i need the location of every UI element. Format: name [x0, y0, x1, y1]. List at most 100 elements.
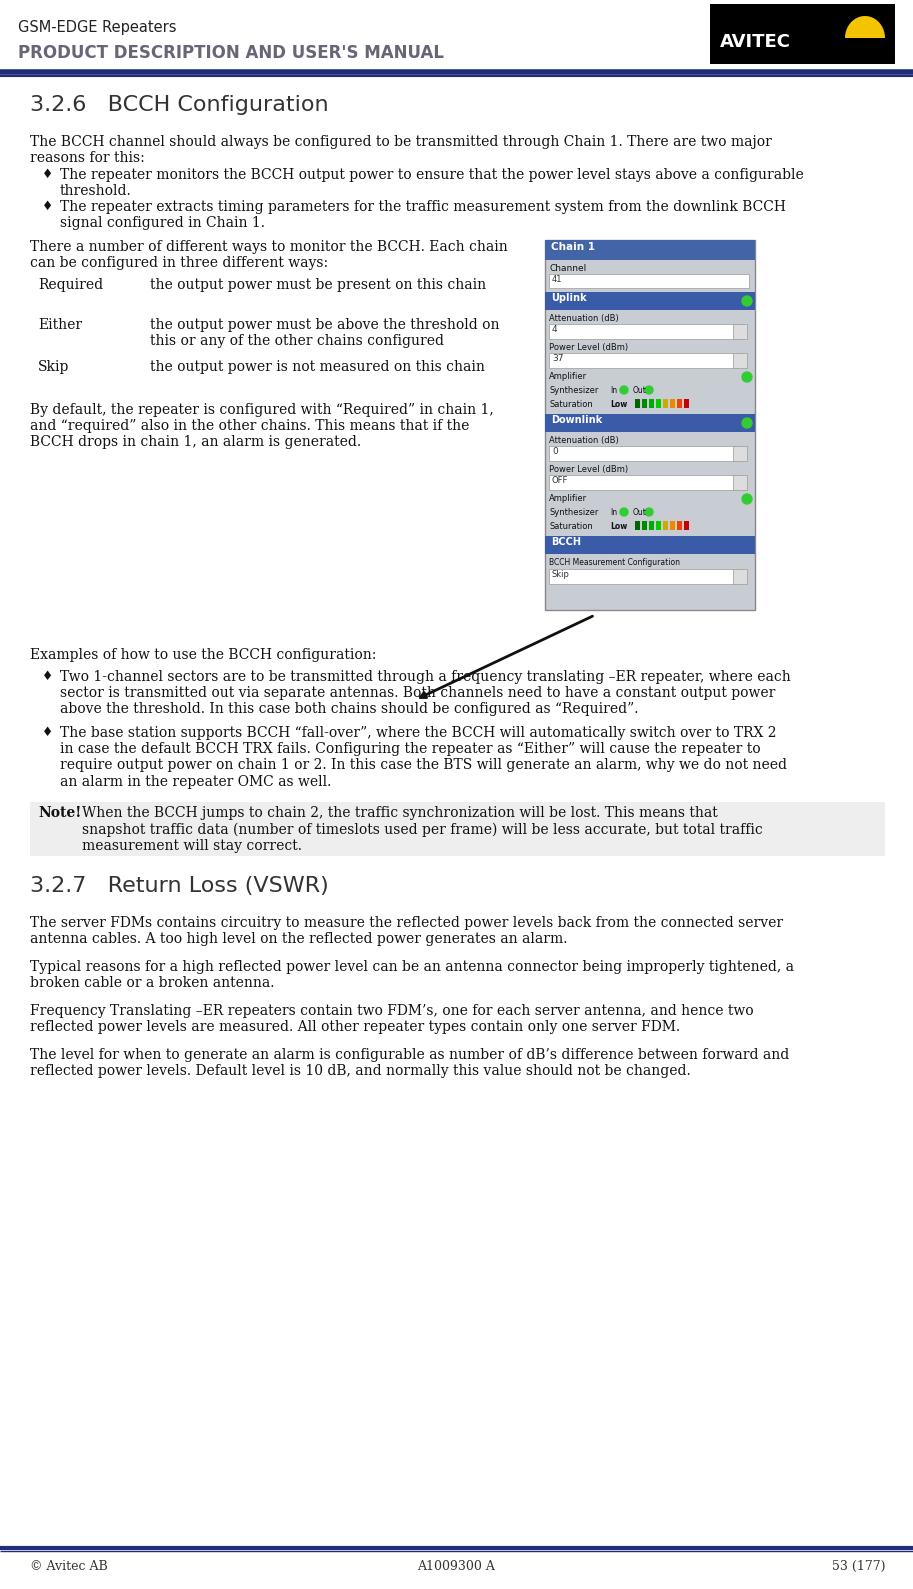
Text: Out: Out: [633, 386, 647, 396]
Text: 53 (177): 53 (177): [832, 1560, 885, 1573]
Bar: [635, 399, 640, 408]
Text: ♦: ♦: [42, 671, 53, 683]
Text: © Avitec AB: © Avitec AB: [30, 1560, 108, 1573]
Text: Required: Required: [38, 278, 103, 292]
Text: Frequency Translating –ER repeaters contain two FDM’s, one for each server anten: Frequency Translating –ER repeaters cont…: [30, 1004, 753, 1034]
Bar: [663, 521, 668, 531]
Circle shape: [742, 494, 752, 504]
Text: Attenuation (dB): Attenuation (dB): [549, 435, 619, 445]
Text: There a number of different ways to monitor the BCCH. Each chain
can be configur: There a number of different ways to moni…: [30, 240, 508, 270]
Bar: [663, 399, 668, 408]
Text: PRODUCT DESCRIPTION AND USER'S MANUAL: PRODUCT DESCRIPTION AND USER'S MANUAL: [18, 44, 444, 62]
Text: Skip: Skip: [38, 361, 69, 373]
Text: 4: 4: [552, 326, 558, 334]
Text: The repeater monitors the BCCH output power to ensure that the power level stays: The repeater monitors the BCCH output po…: [60, 168, 803, 199]
Text: A1009300 A: A1009300 A: [417, 1560, 495, 1573]
Bar: [656, 521, 661, 531]
Text: 3.2.6   BCCH Configuration: 3.2.6 BCCH Configuration: [30, 95, 329, 114]
Bar: [545, 535, 755, 555]
Text: the output power must be present on this chain: the output power must be present on this…: [150, 278, 486, 292]
Text: Typical reasons for a high reflected power level can be an antenna connector bei: Typical reasons for a high reflected pow…: [30, 960, 794, 990]
Circle shape: [620, 508, 628, 516]
Bar: [670, 399, 675, 408]
Bar: [649, 399, 654, 408]
Bar: [733, 353, 747, 369]
Text: The server FDMs contains circuitry to measure the reflected power levels back fr: The server FDMs contains circuitry to me…: [30, 915, 783, 945]
Text: GSM-EDGE Repeaters: GSM-EDGE Repeaters: [18, 21, 176, 35]
Text: When the BCCH jumps to chain 2, the traffic synchronization will be lost. This m: When the BCCH jumps to chain 2, the traf…: [82, 806, 762, 853]
Bar: [642, 521, 647, 531]
Text: The repeater extracts timing parameters for the traffic measurement system from : The repeater extracts timing parameters …: [60, 200, 786, 230]
Circle shape: [645, 508, 653, 516]
Bar: [733, 324, 747, 338]
Bar: [642, 399, 647, 408]
Text: By default, the repeater is configured with “Required” in chain 1,
and “required: By default, the repeater is configured w…: [30, 404, 494, 450]
Text: Either: Either: [38, 318, 82, 332]
Bar: [635, 521, 640, 531]
Text: Low: Low: [610, 400, 627, 408]
Bar: [733, 569, 747, 585]
Text: BCCH: BCCH: [551, 537, 581, 547]
Text: Two 1-channel sectors are to be transmitted through a frequency translating –ER : Two 1-channel sectors are to be transmit…: [60, 671, 791, 717]
Bar: [670, 521, 675, 531]
Bar: [30, 802, 885, 856]
Text: Power Level (dBm): Power Level (dBm): [549, 343, 628, 353]
Text: In: In: [610, 386, 617, 396]
Bar: [684, 399, 689, 408]
Text: 0: 0: [552, 447, 558, 456]
Text: Synthesizer: Synthesizer: [549, 386, 598, 396]
Text: Low: Low: [610, 523, 627, 531]
Text: Amplifier: Amplifier: [549, 494, 587, 504]
Circle shape: [742, 296, 752, 307]
Bar: [677, 521, 682, 531]
Bar: [549, 447, 737, 461]
Text: 41: 41: [552, 275, 562, 284]
Text: 3.2.7   Return Loss (VSWR): 3.2.7 Return Loss (VSWR): [30, 876, 329, 896]
Text: Synthesizer: Synthesizer: [549, 508, 598, 516]
Circle shape: [645, 386, 653, 394]
Text: The level for when to generate an alarm is configurable as number of dB’s differ: The level for when to generate an alarm …: [30, 1049, 789, 1079]
Text: the output power is not measured on this chain: the output power is not measured on this…: [150, 361, 485, 373]
Text: In: In: [610, 508, 617, 516]
Circle shape: [620, 386, 628, 394]
Text: Examples of how to use the BCCH configuration:: Examples of how to use the BCCH configur…: [30, 648, 376, 663]
Text: ♦: ♦: [42, 726, 53, 739]
Text: OFF: OFF: [552, 477, 569, 485]
Text: BCCH Measurement Configuration: BCCH Measurement Configuration: [549, 558, 680, 567]
Bar: [656, 399, 661, 408]
Text: Out: Out: [633, 508, 647, 516]
Bar: [677, 399, 682, 408]
Polygon shape: [845, 16, 885, 38]
Text: Downlink: Downlink: [551, 415, 603, 424]
Text: The base station supports BCCH “fall-over”, where the BCCH will automatically sw: The base station supports BCCH “fall-ove…: [60, 726, 787, 788]
Text: Skip: Skip: [552, 570, 570, 578]
Bar: [549, 475, 737, 489]
Bar: [549, 353, 737, 369]
Text: ♦: ♦: [42, 168, 53, 181]
Text: Chain 1: Chain 1: [551, 242, 595, 253]
Text: Amplifier: Amplifier: [549, 372, 587, 381]
Text: AVITEC: AVITEC: [720, 33, 791, 51]
Bar: [649, 521, 654, 531]
Circle shape: [742, 418, 752, 427]
Text: ♦: ♦: [42, 200, 53, 213]
Circle shape: [742, 372, 752, 381]
Bar: [549, 569, 737, 585]
Text: 37: 37: [552, 354, 563, 362]
Text: Channel: Channel: [549, 264, 586, 273]
Bar: [545, 292, 755, 310]
Text: The BCCH channel should always be configured to be transmitted through Chain 1. : The BCCH channel should always be config…: [30, 135, 771, 165]
Text: Uplink: Uplink: [551, 292, 587, 303]
Bar: [733, 447, 747, 461]
Bar: [733, 475, 747, 489]
Text: Power Level (dBm): Power Level (dBm): [549, 466, 628, 474]
Bar: [549, 324, 737, 338]
Text: Saturation: Saturation: [549, 400, 593, 408]
Bar: [545, 240, 755, 261]
Bar: [684, 521, 689, 531]
Text: Attenuation (dB): Attenuation (dB): [549, 315, 619, 323]
Text: Note!: Note!: [38, 806, 81, 820]
Text: the output power must be above the threshold on
this or any of the other chains : the output power must be above the thres…: [150, 318, 499, 348]
Bar: [545, 415, 755, 432]
Bar: [710, 5, 895, 64]
